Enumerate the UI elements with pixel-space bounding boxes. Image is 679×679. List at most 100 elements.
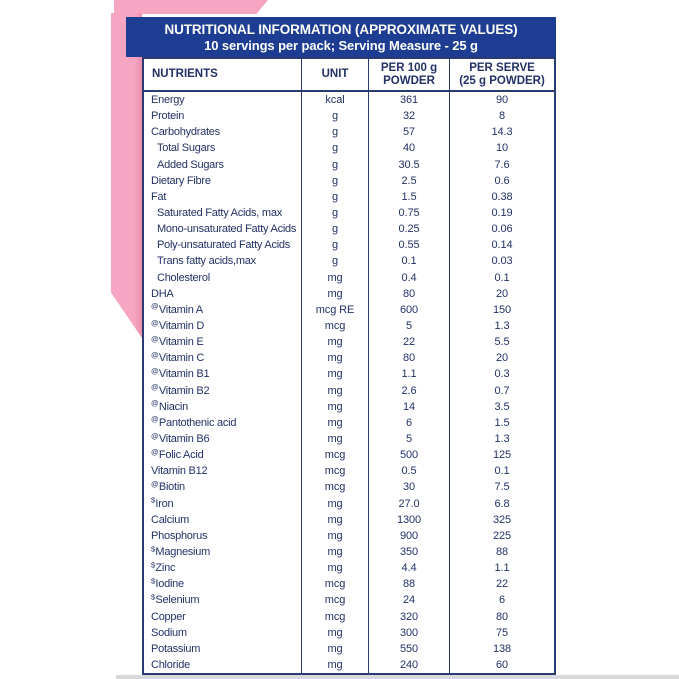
unit-cell: g xyxy=(301,188,368,205)
nutrient-name-cell: $ Zinc xyxy=(151,560,176,575)
table-row: @ Vitamin B2 mg 2.6 0.7 xyxy=(144,382,554,399)
per-serve-value-cell: 0.3 xyxy=(449,366,554,383)
unit-cell: mcg xyxy=(301,608,368,625)
table-row: Total Sugars g 40 10 xyxy=(144,140,554,157)
footnote-marker: @ xyxy=(151,334,159,344)
nutrient-name-cell: @ Pantothenic acid xyxy=(151,414,237,429)
unit-cell: mg xyxy=(301,285,368,302)
footnote-marker: @ xyxy=(151,301,159,311)
nutrient-name-cell: Poly-unsaturated Fatty Acids xyxy=(157,239,291,252)
table-row: @ Niacin mg 14 3.5 xyxy=(144,398,554,415)
per-serve-value-cell: 0.7 xyxy=(449,382,554,399)
nutrition-table: NUTRIENTS UNIT PER 100 g POWDER PER SERV… xyxy=(142,57,556,675)
unit-cell: mg xyxy=(301,624,368,641)
table-row: Mono-unsaturated Fatty Acids g 0.25 0.06 xyxy=(144,221,554,238)
unit-cell: g xyxy=(301,253,368,270)
nutrient-name-cell: Protein xyxy=(151,110,185,123)
nutrient-name-cell: Calcium xyxy=(151,513,189,526)
unit-cell: kcal xyxy=(301,92,368,109)
unit-cell: mcg RE xyxy=(301,301,368,318)
per-100g-value-cell: 80 xyxy=(368,285,449,302)
per-serve-value-cell: 325 xyxy=(449,511,554,528)
per-100g-value-cell: 500 xyxy=(368,447,449,464)
per-100g-value-cell: 0.25 xyxy=(368,221,449,238)
nutrient-name-cell: $ Magnesium xyxy=(151,544,211,558)
per-100g-value-cell: 0.75 xyxy=(368,204,449,222)
footnote-marker: $ xyxy=(151,592,155,602)
unit-cell: g xyxy=(301,140,368,157)
table-row: $ Selenium mcg 24 6 xyxy=(144,592,554,609)
nutrient-name-cell: Cholesterol xyxy=(157,271,210,284)
unit-cell: mg xyxy=(301,495,368,512)
per-serve-value-cell: 0.14 xyxy=(449,237,554,254)
per-serve-value-cell: 7.6 xyxy=(449,156,554,173)
nutrient-name-cell: Dietary Fibre xyxy=(151,174,211,187)
pink-ribbon-top xyxy=(114,0,268,14)
nutrient-name-cell: DHA xyxy=(151,287,174,300)
footnote-marker: @ xyxy=(151,479,159,489)
unit-cell: mg xyxy=(301,640,368,657)
nutrient-name-cell: Phosphorus xyxy=(151,529,208,542)
unit-cell: mcg xyxy=(301,317,368,335)
table-row: Protein g 32 8 xyxy=(144,108,554,125)
column-header-per-serve-line1: PER SERVE xyxy=(469,62,535,74)
footnote-marker: @ xyxy=(151,447,159,457)
per-serve-value-cell: 225 xyxy=(449,527,554,544)
per-100g-value-cell: 1.1 xyxy=(368,366,449,383)
per-100g-value-cell: 88 xyxy=(368,576,449,593)
table-row: @ Folic Acid mcg 500 125 xyxy=(144,447,554,464)
per-serve-value-cell: 125 xyxy=(449,447,554,464)
per-serve-value-cell: 80 xyxy=(449,608,554,625)
table-row: Carbohydrates g 57 14.3 xyxy=(144,124,554,141)
unit-cell: g xyxy=(301,124,368,141)
per-serve-value-cell: 5.5 xyxy=(449,334,554,351)
table-row: @ Vitamin C mg 80 20 xyxy=(144,350,554,367)
footnote-marker: @ xyxy=(151,414,159,424)
table-row: @ Vitamin E mg 22 5.5 xyxy=(144,334,554,351)
nutrient-name-cell: Trans fatty acids,max xyxy=(157,255,256,268)
nutrient-name-cell: @ Niacin xyxy=(151,398,188,413)
table-row: @ Vitamin D mcg 5 1.3 xyxy=(144,317,554,335)
column-header-per-serve: PER SERVE (25 g POWDER) xyxy=(449,59,554,90)
per-serve-value-cell: 1.3 xyxy=(449,317,554,335)
table-header-row: NUTRIENTS UNIT PER 100 g POWDER PER SERV… xyxy=(144,59,554,92)
table-row: DHA mg 80 20 xyxy=(144,285,554,302)
column-header-per-100g-line2: POWDER xyxy=(383,74,435,87)
table-row: Potassium mg 550 138 xyxy=(144,640,554,657)
unit-cell: mg xyxy=(301,527,368,544)
per-serve-value-cell: 138 xyxy=(449,640,554,657)
photo-edge-strip xyxy=(116,675,679,679)
per-serve-value-cell: 8 xyxy=(449,108,554,125)
unit-cell: mcg xyxy=(301,463,368,480)
table-row: @ Vitamin B6 mg 5 1.3 xyxy=(144,430,554,448)
per-100g-value-cell: 2.5 xyxy=(368,172,449,189)
nutrient-name-cell: $ Selenium xyxy=(151,592,200,607)
table-body: Energy kcal 361 90 Protein g 32 8 Carbohydrates g… xyxy=(144,92,554,674)
table-row: Calcium mg 1300 325 xyxy=(144,511,554,528)
per-100g-value-cell: 0.55 xyxy=(368,237,449,254)
table-row: Trans fatty acids,max g 0.1 0.03 xyxy=(144,253,554,270)
per-100g-value-cell: 900 xyxy=(368,527,449,544)
column-header-per-100g-line1: PER 100 g xyxy=(380,62,438,74)
per-serve-value-cell: 3.5 xyxy=(449,398,554,415)
table-row: @ Biotin mcg 30 7.5 xyxy=(144,479,554,496)
table-subtitle: 10 servings per pack; Serving Measure - … xyxy=(204,37,478,53)
unit-cell: mg xyxy=(301,511,368,528)
per-serve-value-cell: 20 xyxy=(449,350,554,367)
table-row: $ Magnesium mg 350 88 xyxy=(144,543,554,561)
per-100g-value-cell: 30 xyxy=(368,479,449,496)
per-100g-value-cell: 0.1 xyxy=(368,253,449,270)
column-header-per-serve-line2: (25 g POWDER) xyxy=(459,74,545,87)
per-serve-value-cell: 1.5 xyxy=(449,414,554,431)
unit-cell: mg xyxy=(301,430,368,448)
per-100g-value-cell: 1.5 xyxy=(368,188,449,205)
table-row: Saturated Fatty Acids, max g 0.75 0.19 xyxy=(144,204,554,222)
table-row: @ Vitamin A mcg RE 600 150 xyxy=(144,301,554,318)
table-row: Cholesterol mg 0.4 0.1 xyxy=(144,269,554,286)
per-100g-value-cell: 32 xyxy=(368,108,449,125)
table-row: Chloride mg 240 60 xyxy=(144,656,554,674)
unit-cell: g xyxy=(301,204,368,222)
table-row: Poly-unsaturated Fatty Acids g 0.55 0.14 xyxy=(144,237,554,254)
unit-cell: mg xyxy=(301,382,368,399)
nutrient-name-cell: Potassium xyxy=(151,642,201,655)
